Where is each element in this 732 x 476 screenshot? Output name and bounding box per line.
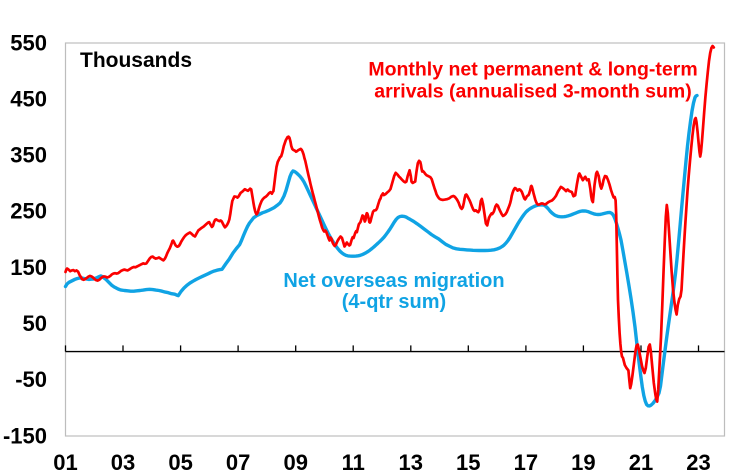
svg-text:11: 11: [342, 450, 365, 475]
svg-text:350: 350: [10, 143, 47, 168]
svg-text:50: 50: [23, 311, 47, 336]
svg-text:-50: -50: [15, 367, 47, 392]
svg-text:250: 250: [10, 199, 47, 224]
svg-text:23: 23: [686, 450, 710, 475]
svg-text:09: 09: [283, 450, 307, 475]
svg-text:19: 19: [571, 450, 595, 475]
svg-text:(4-qtr sum): (4-qtr sum): [342, 291, 446, 313]
svg-text:01: 01: [53, 450, 77, 475]
svg-text:03: 03: [111, 450, 135, 475]
svg-text:13: 13: [399, 450, 423, 475]
svg-text:05: 05: [168, 450, 192, 475]
svg-text:450: 450: [10, 86, 47, 111]
svg-text:17: 17: [514, 450, 538, 475]
svg-text:550: 550: [10, 30, 47, 55]
svg-text:arrivals (annualised 3-month s: arrivals (annualised 3-month sum): [374, 81, 692, 103]
svg-text:Monthly net permanent & long-t: Monthly net permanent & long-term: [368, 59, 697, 81]
svg-text:150: 150: [10, 255, 47, 280]
svg-text:07: 07: [226, 450, 250, 475]
svg-text:Net overseas migration: Net overseas migration: [283, 270, 504, 292]
svg-text:15: 15: [456, 450, 480, 475]
svg-text:-150: -150: [3, 423, 47, 448]
svg-text:Thousands: Thousands: [80, 49, 192, 72]
svg-text:21: 21: [629, 450, 653, 475]
